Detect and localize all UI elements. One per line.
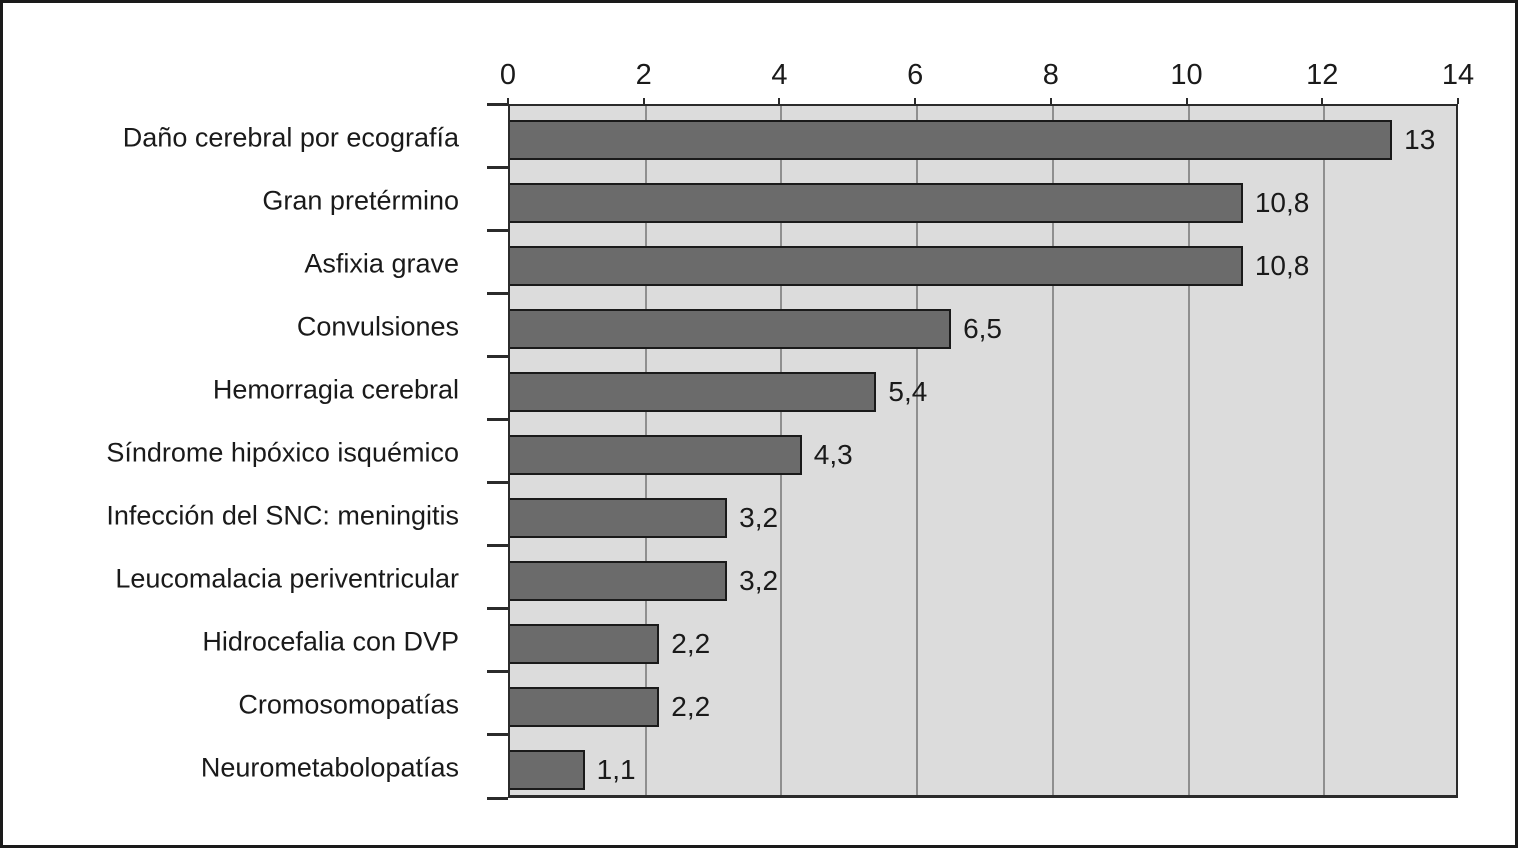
y-axis-tick-mark — [487, 417, 508, 421]
bar-value-label: 1,1 — [596, 754, 636, 786]
x-axis-tick-mark — [507, 98, 509, 104]
y-axis-tick-mark — [487, 291, 508, 295]
x-axis-tick-label: 8 — [1042, 59, 1059, 91]
bar-value-label: 3,2 — [739, 502, 779, 534]
bar-value-label: 10,8 — [1254, 186, 1310, 218]
y-axis-tick-mark — [487, 544, 508, 548]
y-axis-tick-mark — [487, 228, 508, 232]
category-label: Cromosomopatías — [238, 689, 459, 720]
bar-value-label: 2,2 — [671, 691, 711, 723]
y-axis-tick-mark — [487, 670, 508, 674]
bar-value-label: 13 — [1404, 123, 1436, 155]
plot-area: 13 10,8 10,8 6,5 5,4 4,3 3,2 3,2 2,2 2,2 1,1 — [508, 104, 1458, 798]
category-label: Hidrocefalia con DVP — [202, 626, 459, 657]
bar — [510, 308, 952, 349]
gridline — [916, 106, 919, 795]
bar — [510, 435, 802, 475]
x-axis-tick-mark — [642, 98, 645, 104]
y-axis-tick-mark — [487, 733, 508, 737]
bar-value-label: 6,5 — [963, 312, 1002, 344]
y-axis-tick-mark — [487, 165, 508, 169]
x-axis-tick-mark — [1321, 98, 1324, 104]
x-axis-tick-mark — [914, 98, 917, 104]
y-axis-tick-mark — [487, 481, 508, 485]
category-label: Leucomalacia periventricular — [115, 563, 459, 594]
x-axis-tick-mark — [1457, 98, 1459, 104]
y-axis-tick-mark — [487, 607, 508, 611]
category-label: Asfixia grave — [304, 248, 459, 279]
bar — [510, 498, 728, 539]
x-axis-tick-label: 6 — [907, 59, 924, 91]
bar — [510, 245, 1243, 286]
category-label: Síndrome hipóxico isquémico — [106, 437, 459, 468]
gridline — [1051, 106, 1054, 795]
gridline — [1187, 106, 1190, 795]
bar — [510, 119, 1393, 160]
y-axis-tick-mark — [487, 102, 508, 106]
bar-value-label: 2,2 — [671, 628, 711, 660]
x-axis-tick-label: 0 — [499, 59, 517, 91]
x-axis-tick-label: 14 — [1441, 59, 1475, 91]
category-label: Neurometabolopatías — [200, 752, 459, 783]
x-axis-tick-label: 10 — [1170, 59, 1203, 91]
category-label: Gran pretérmino — [262, 185, 459, 216]
bar-value-label: 4,3 — [813, 439, 853, 470]
category-label: Infección del SNC: meningitis — [106, 500, 459, 531]
x-axis-tick-label: 4 — [771, 59, 788, 91]
category-label: Daño cerebral por ecografía — [122, 122, 459, 153]
x-axis-tick-mark — [1185, 98, 1188, 104]
bar-value-label: 10,8 — [1254, 249, 1310, 281]
y-axis-tick-mark — [487, 796, 508, 800]
bar — [510, 687, 660, 728]
bar — [510, 371, 877, 412]
bar — [510, 750, 585, 791]
bar-value-label: 5,4 — [888, 375, 928, 407]
bar — [510, 182, 1243, 223]
category-label: Hemorragia cerebral — [212, 374, 459, 405]
x-axis-tick-mark — [778, 98, 781, 104]
gridline — [1323, 106, 1326, 795]
category-label: Convulsiones — [296, 311, 459, 342]
x-axis-tick-label: 2 — [635, 59, 652, 91]
x-axis-tick-mark — [1049, 98, 1052, 104]
x-axis-tick-label: 12 — [1306, 59, 1339, 91]
bar — [510, 624, 660, 665]
y-axis-tick-mark — [487, 354, 508, 358]
bar-value-label: 3,2 — [739, 565, 779, 597]
bar — [510, 561, 728, 602]
